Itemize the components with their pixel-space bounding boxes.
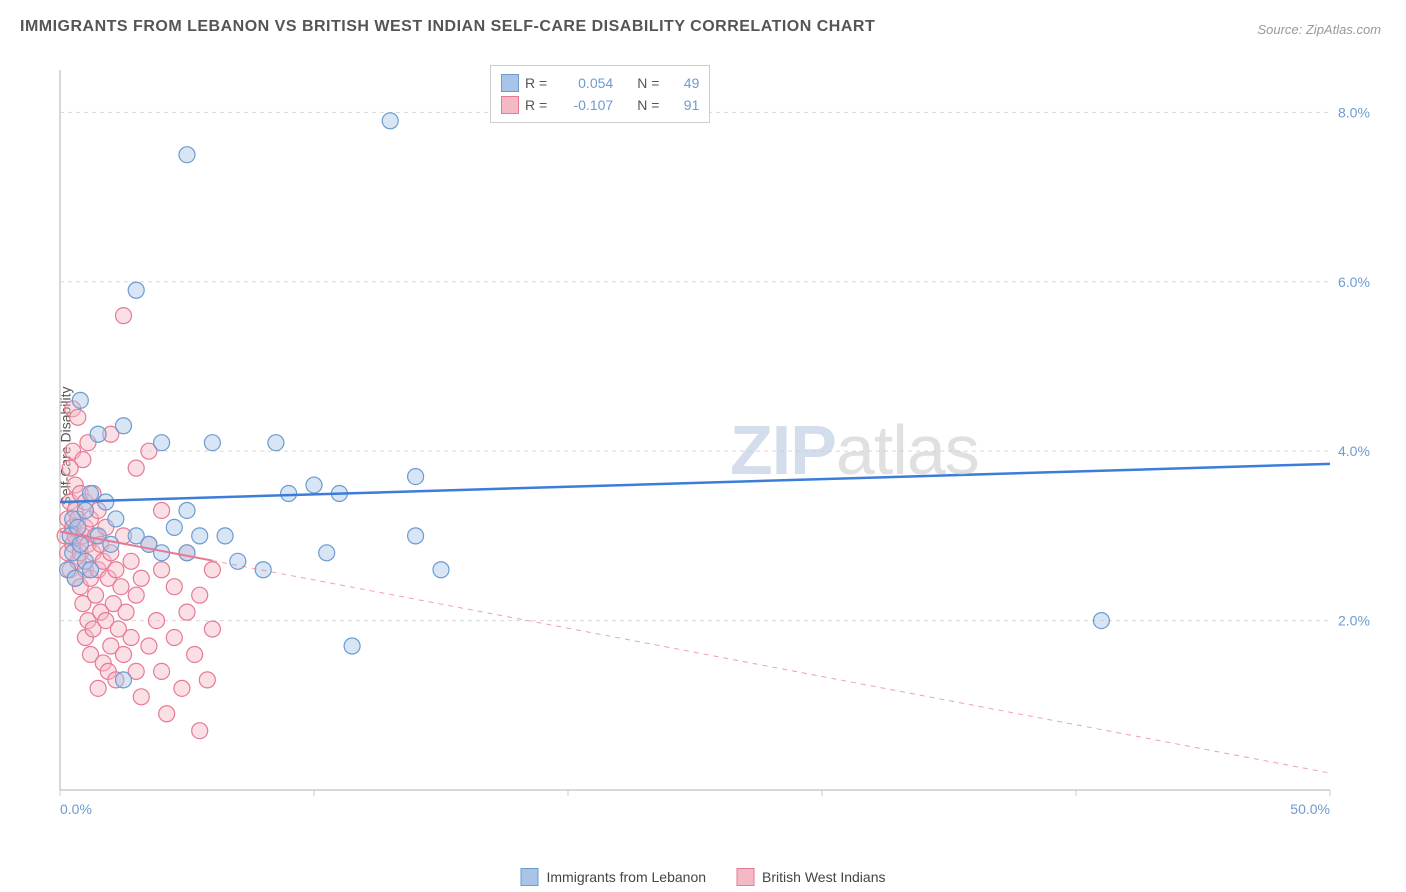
n-value: 49 [665, 75, 699, 91]
legend-row: R = -0.107 N = 91 [501, 94, 699, 116]
swatch-icon [521, 868, 539, 886]
scatter-plot: 2.0% 4.0% 6.0% 8.0% 0.0% 50.0% [50, 60, 1370, 830]
source-attribution: Source: ZipAtlas.com [1257, 22, 1381, 37]
svg-text:6.0%: 6.0% [1338, 274, 1370, 290]
n-value: 91 [665, 97, 699, 113]
legend-item-bwi: British West Indians [736, 868, 885, 886]
legend-row: R = 0.054 N = 49 [501, 72, 699, 94]
n-label: N = [637, 75, 659, 91]
r-label: R = [525, 97, 547, 113]
swatch-icon [736, 868, 754, 886]
swatch-icon [501, 74, 519, 92]
r-value: -0.107 [553, 97, 613, 113]
correlation-legend: R = 0.054 N = 49 R = -0.107 N = 91 [490, 65, 710, 123]
legend-label: British West Indians [762, 869, 885, 885]
series-legend: Immigrants from Lebanon British West Ind… [521, 868, 886, 886]
chart-title: IMMIGRANTS FROM LEBANON VS BRITISH WEST … [20, 18, 875, 36]
legend-label: Immigrants from Lebanon [547, 869, 707, 885]
svg-text:0.0%: 0.0% [60, 801, 92, 817]
svg-text:4.0%: 4.0% [1338, 443, 1370, 459]
svg-text:2.0%: 2.0% [1338, 613, 1370, 629]
svg-text:50.0%: 50.0% [1290, 801, 1330, 817]
swatch-icon [501, 96, 519, 114]
r-label: R = [525, 75, 547, 91]
r-value: 0.054 [553, 75, 613, 91]
svg-text:8.0%: 8.0% [1338, 104, 1370, 120]
legend-item-lebanon: Immigrants from Lebanon [521, 868, 707, 886]
n-label: N = [637, 97, 659, 113]
chart-area: 2.0%4.0%6.0%8.0%0.0%50.0% ZIPatlas [50, 60, 1370, 830]
